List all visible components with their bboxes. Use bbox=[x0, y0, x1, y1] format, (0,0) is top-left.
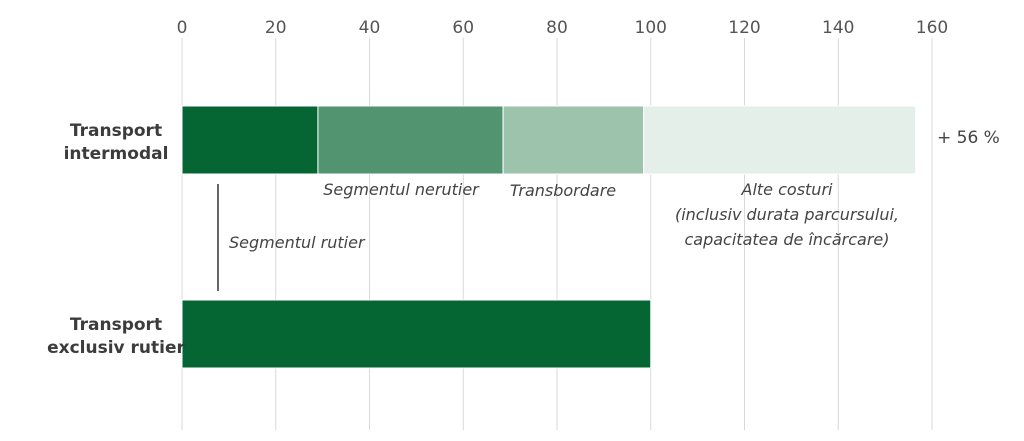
x-tick-label: 20 bbox=[265, 18, 287, 38]
bar-transbordare-intermodal bbox=[502, 105, 645, 175]
bar-segmentul-rutier-rutier bbox=[181, 299, 652, 369]
segmentul-nerutier-label: Segmentul nerutier bbox=[323, 180, 480, 199]
bar-alte-costuri-intermodal bbox=[643, 105, 917, 175]
category-label-rutier-line-2: exclusiv rutier bbox=[47, 338, 185, 358]
bars bbox=[181, 105, 917, 369]
alte-costuri-label-line-3: capacitatea de încărcare) bbox=[684, 230, 889, 249]
increase-label: + 56 % bbox=[937, 128, 1000, 148]
x-tick-label: 160 bbox=[916, 18, 948, 38]
category-labels: Transport intermodal Transport exclusiv rut… bbox=[47, 121, 185, 358]
bar-segmentul-rutier-intermodal bbox=[181, 105, 319, 175]
x-tick-label: 100 bbox=[635, 18, 667, 38]
category-label-rutier-line-1: Transport bbox=[70, 315, 162, 335]
annotations: Segmentul rutier Segmentul nerutier Tran… bbox=[217, 128, 1000, 291]
alte-costuri-label-line-2: (inclusiv durata parcursului, bbox=[675, 205, 899, 224]
alte-costuri-label-line-1: Alte costuri bbox=[741, 180, 834, 199]
x-tick-labels: 0 20 40 60 80 100 120 140 160 bbox=[177, 18, 949, 38]
gridlines bbox=[181, 38, 933, 430]
category-label-intermodal-line-2: intermodal bbox=[64, 144, 169, 164]
x-tick-label: 0 bbox=[177, 18, 188, 38]
segmentul-rutier-label: Segmentul rutier bbox=[229, 233, 366, 252]
x-tick-label: 80 bbox=[546, 18, 568, 38]
transbordare-label: Transbordare bbox=[510, 181, 616, 200]
bar-segmentul-nerutier-intermodal bbox=[317, 105, 504, 175]
x-tick-label: 40 bbox=[359, 18, 381, 38]
x-tick-label: 120 bbox=[728, 18, 760, 38]
x-tick-label: 140 bbox=[822, 18, 854, 38]
category-label-intermodal-line-1: Transport bbox=[70, 121, 162, 141]
x-tick-label: 60 bbox=[452, 18, 474, 38]
